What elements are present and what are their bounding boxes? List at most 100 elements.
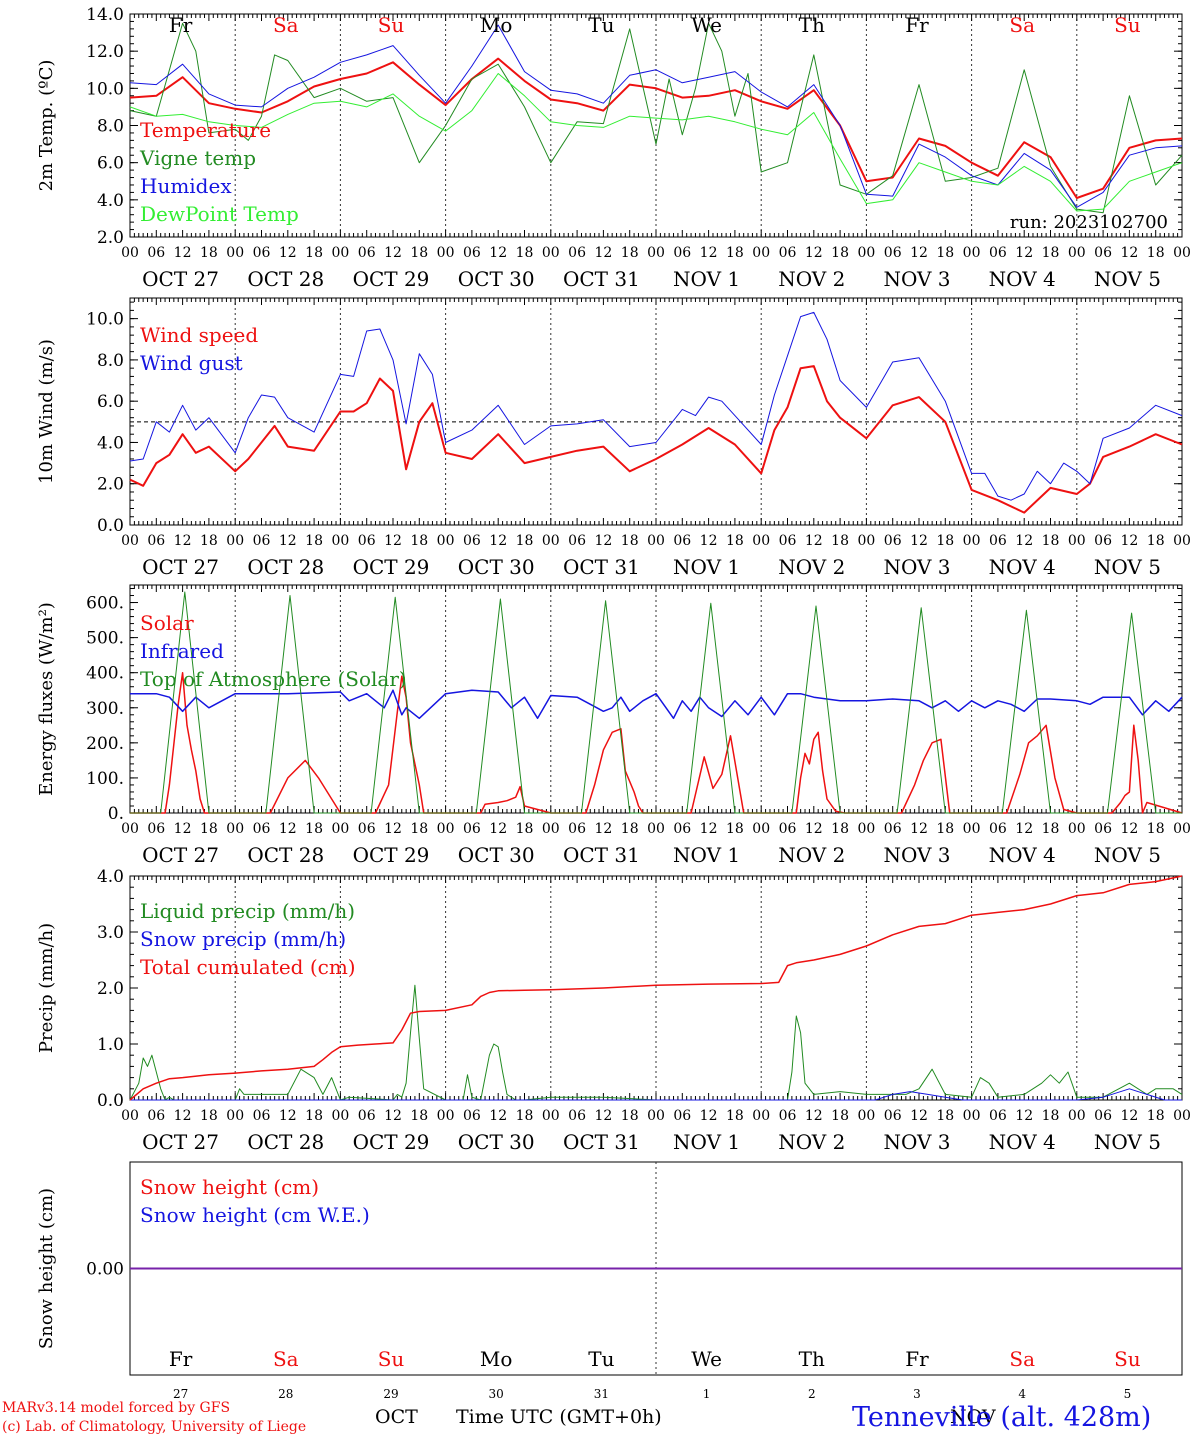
legend-entry: Liquid precip (mm/h)	[140, 899, 355, 923]
date-label: OCT 30	[458, 843, 535, 867]
hour-tick-label: 00	[226, 821, 244, 837]
day-of-week-label: Fr	[905, 1347, 929, 1371]
hour-tick-label: 00	[1173, 245, 1191, 261]
day-of-week-label: Sa	[1009, 13, 1035, 37]
date-label: NOV 4	[989, 1130, 1056, 1154]
hour-tick-label: 18	[410, 245, 428, 261]
hour-tick-label: 06	[989, 533, 1007, 549]
legend-entry: Total cumulated (cm)	[140, 955, 356, 979]
hour-tick-label: 18	[305, 245, 323, 261]
hour-tick-label: 00	[1068, 821, 1086, 837]
model-credit: MARv3.14 model forced by GFS	[2, 1400, 231, 1416]
hour-tick-label: 06	[463, 533, 481, 549]
month-oct-label: OCT	[375, 1406, 418, 1428]
hour-tick-label: 00	[857, 821, 875, 837]
hour-tick-label: 18	[936, 245, 954, 261]
hour-tick-label: 18	[1042, 821, 1060, 837]
hour-tick-label: 18	[200, 245, 218, 261]
hour-tick-label: 00	[542, 245, 560, 261]
hour-tick-label: 00	[226, 245, 244, 261]
date-label: OCT 27	[142, 555, 219, 579]
series-line	[130, 1088, 1182, 1101]
hour-tick-label: 06	[147, 245, 165, 261]
hour-tick-label: 18	[1042, 533, 1060, 549]
hour-tick-label: 06	[568, 821, 586, 837]
hour-tick-label: 12	[910, 1108, 928, 1124]
hour-tick-label: 18	[410, 533, 428, 549]
hour-tick-label: 00	[752, 1108, 770, 1124]
day-of-week-label: Tu	[588, 13, 614, 37]
hour-tick-label: 18	[516, 533, 534, 549]
hour-tick-label: 12	[384, 821, 402, 837]
hour-tick-label: 06	[884, 1108, 902, 1124]
legend-entry: Snow height (cm W.E.)	[140, 1203, 370, 1227]
day-of-week-label: Fr	[169, 13, 193, 37]
hour-tick-label: 06	[884, 533, 902, 549]
hour-tick-label: 00	[1173, 821, 1191, 837]
hour-tick-label: 00	[542, 1108, 560, 1124]
hour-tick-label: 12	[594, 245, 612, 261]
date-label: NOV 5	[1094, 843, 1161, 867]
series-line	[129, 22, 1183, 214]
series-line	[129, 311, 1183, 501]
hour-tick-label: 06	[358, 821, 376, 837]
day-number-label: 2	[808, 1387, 816, 1401]
day-of-week-label: Sa	[1009, 1347, 1035, 1371]
hour-tick-label: 12	[1120, 1108, 1138, 1124]
date-label: NOV 4	[989, 555, 1056, 579]
legend-entry: Solar	[140, 611, 194, 635]
hour-tick-label: 18	[1147, 245, 1165, 261]
date-label: OCT 29	[353, 843, 430, 867]
hour-tick-label: 00	[647, 1108, 665, 1124]
date-label: NOV 3	[883, 843, 950, 867]
day-of-week-label: We	[691, 1347, 722, 1371]
hour-tick-label: 00	[121, 533, 139, 549]
date-label: OCT 31	[563, 555, 640, 579]
day-of-week-label: Mo	[480, 13, 513, 37]
hour-tick-label: 18	[516, 1108, 534, 1124]
hour-tick-label: 06	[358, 1108, 376, 1124]
hour-tick-label: 18	[1147, 533, 1165, 549]
day-number-label: 27	[173, 1387, 188, 1401]
series-line	[129, 875, 1183, 1101]
y-tick-label: 0.	[108, 804, 124, 824]
hour-tick-label: 06	[253, 1108, 271, 1124]
lab-credit: (c) Lab. of Climatology, University of L…	[2, 1419, 307, 1435]
day-number-label: 3	[913, 1387, 921, 1401]
hour-tick-label: 00	[121, 821, 139, 837]
day-of-week-label: Sa	[273, 13, 299, 37]
hour-tick-label: 18	[410, 1108, 428, 1124]
hour-tick-label: 18	[621, 1108, 639, 1124]
hour-tick-label: 18	[1042, 245, 1060, 261]
hour-tick-label: 12	[910, 245, 928, 261]
y-tick-label: 0.00	[86, 1260, 124, 1280]
date-label: OCT 28	[247, 843, 324, 867]
day-of-week-label: Fr	[905, 13, 929, 37]
hour-tick-label: 00	[752, 821, 770, 837]
hour-tick-label: 06	[1094, 533, 1112, 549]
chart-panel-2	[129, 297, 1183, 526]
hour-tick-label: 12	[1120, 533, 1138, 549]
hour-tick-label: 18	[200, 1108, 218, 1124]
y-tick-label: 12.0	[86, 42, 124, 62]
hour-tick-label: 00	[963, 533, 981, 549]
y-tick-label: 4.0	[97, 191, 124, 211]
date-label: OCT 27	[142, 267, 219, 291]
hour-tick-label: 12	[489, 533, 507, 549]
y-tick-label: 4.0	[97, 433, 124, 453]
day-number-label: 30	[489, 1387, 504, 1401]
hour-tick-label: 06	[568, 533, 586, 549]
hour-tick-label: 06	[884, 821, 902, 837]
hour-tick-label: 12	[279, 245, 297, 261]
hour-tick-label: 18	[936, 821, 954, 837]
hour-tick-label: 06	[989, 1108, 1007, 1124]
day-number-label: 4	[1018, 1387, 1026, 1401]
date-label: OCT 29	[353, 555, 430, 579]
hour-tick-label: 18	[726, 821, 744, 837]
hour-tick-label: 00	[437, 245, 455, 261]
hour-tick-label: 00	[752, 245, 770, 261]
hour-tick-label: 06	[989, 821, 1007, 837]
hour-tick-label: 12	[1120, 245, 1138, 261]
y-tick-label: 2.0	[97, 228, 124, 248]
hour-tick-label: 18	[831, 1108, 849, 1124]
